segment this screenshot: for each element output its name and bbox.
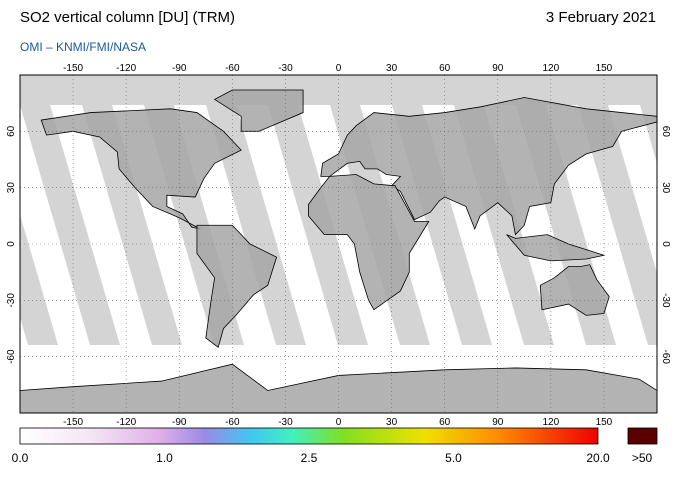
lon-label-top: 30 [386, 63, 398, 74]
land [213, 89, 304, 132]
lon-label-top: 0 [336, 63, 342, 74]
lon-label-bottom: 0 [336, 417, 342, 428]
colorbar [19, 427, 599, 445]
lat-label-left: -60 [6, 349, 17, 364]
lon-label-bottom: 60 [439, 417, 451, 428]
lon-label-top: 90 [492, 63, 504, 74]
lon-label-top: -60 [225, 63, 240, 74]
lon-label-bottom: 120 [542, 417, 559, 428]
subtitle: OMI – KNMI/FMI/NASA [20, 40, 146, 54]
lat-label-left: 30 [6, 182, 17, 194]
lon-label-top: -30 [278, 63, 293, 74]
lat-label-right: 0 [660, 241, 671, 247]
land [308, 174, 430, 311]
date: 3 February 2021 [546, 9, 656, 26]
lat-label-left: -30 [6, 293, 17, 308]
land [196, 224, 278, 348]
lon-label-bottom: 150 [596, 417, 613, 428]
lat-label-right: -60 [660, 349, 671, 364]
lon-label-bottom: -60 [225, 417, 240, 428]
swath [206, 105, 306, 345]
colorbar-overflow [627, 427, 658, 445]
lon-label-top: -90 [172, 63, 187, 74]
map-title: SO2 vertical column [DU] (TRM) [20, 9, 235, 26]
map-frame [19, 74, 658, 414]
lon-label-top: -120 [116, 63, 136, 74]
lat-label-right: 60 [660, 126, 671, 138]
lat-label-right: 30 [660, 182, 671, 194]
colorbar-label: 20.0 [586, 451, 610, 465]
lon-label-top: 60 [439, 63, 451, 74]
lon-label-top: 150 [596, 63, 613, 74]
lon-label-bottom: -150 [63, 417, 83, 428]
swath [578, 105, 657, 345]
land [539, 264, 610, 316]
lat-label-right: -30 [660, 293, 671, 308]
colorbar-overflow-label: >50 [632, 451, 653, 465]
lon-label-bottom: -90 [172, 417, 187, 428]
swath [20, 214, 58, 345]
land [40, 108, 242, 230]
lon-label-top: 120 [542, 63, 559, 74]
lon-label-bottom: -30 [278, 417, 293, 428]
lon-label-bottom: -120 [116, 417, 136, 428]
lat-label-left: 0 [6, 241, 17, 247]
swath [82, 105, 182, 345]
land [320, 97, 657, 236]
swath [20, 105, 120, 345]
lat-label-left: 60 [6, 125, 17, 137]
lon-label-top: -150 [63, 63, 83, 74]
colorbar-label: 2.5 [301, 451, 318, 465]
colorbar-label: 5.0 [445, 451, 462, 465]
lon-label-bottom: 30 [386, 417, 398, 428]
land [20, 363, 657, 413]
lon-label-bottom: 90 [492, 417, 504, 428]
map-layer [20, 75, 657, 413]
colorbar-label: 0.0 [12, 451, 29, 465]
colorbar-label: 1.0 [156, 451, 173, 465]
